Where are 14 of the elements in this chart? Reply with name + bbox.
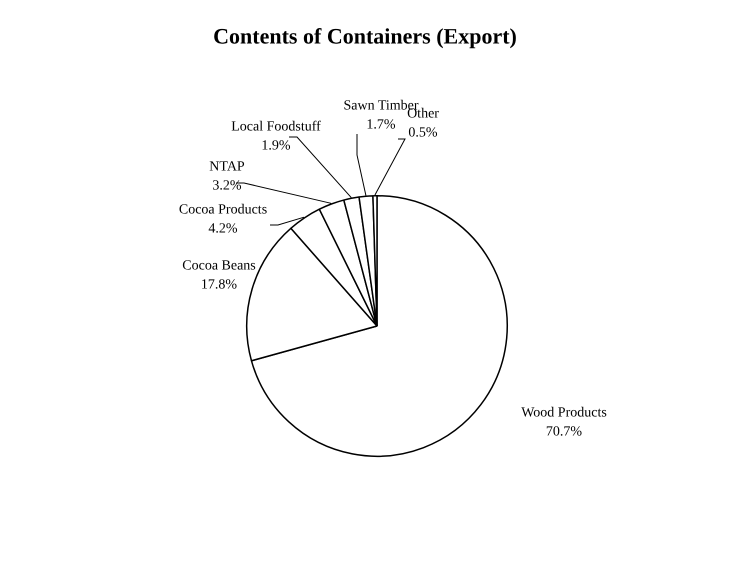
slice-label: Wood Products [521,406,607,421]
data-label: 4.2% [208,222,238,237]
data-label: 0.5% [408,126,438,141]
slice-label: Cocoa Products [178,202,268,218]
data-label: 3.2% [212,178,242,194]
data-label: 1.9% [261,138,291,154]
slice-label: Cocoa Beans [182,258,256,274]
data-label: 17.8% [200,278,238,293]
data-label: 70.7% [546,424,582,440]
data-label: 1.7% [366,118,396,133]
slice-label: Local Foodstuff [231,120,322,135]
slice-label: Other [407,106,440,122]
slice-label: NTAP [209,160,245,175]
chart-title: Contents of Containers (Export) [213,24,517,49]
